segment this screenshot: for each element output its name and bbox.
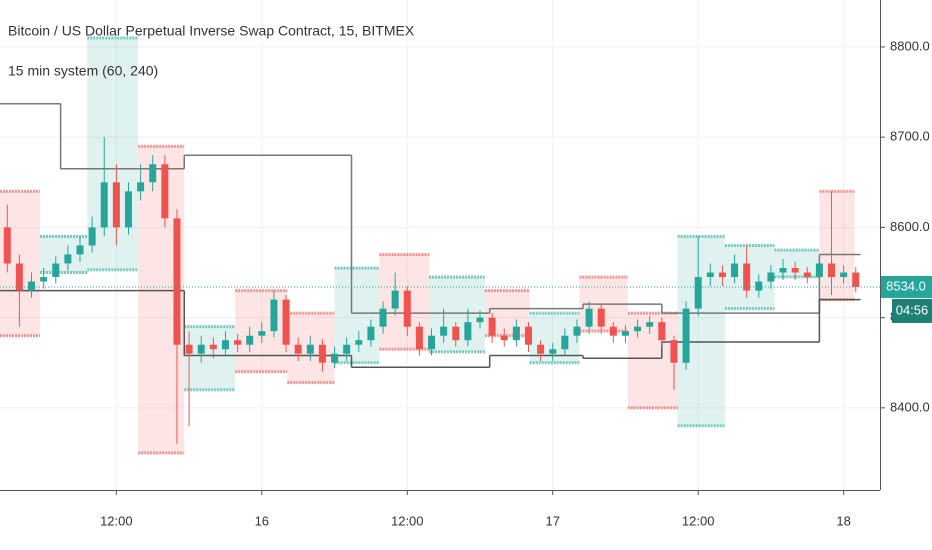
candle-body [124,191,132,228]
candle-body [15,263,23,291]
candle-body [197,344,205,354]
chart-title: Bitcoin / US Dollar Perpetual Inverse Sw… [8,23,415,39]
candle-body [112,182,120,228]
candle-body [149,164,157,183]
candle-body [537,344,545,354]
candle-body [452,326,460,341]
countdown-box [892,298,932,323]
candle-body [343,344,351,354]
candle-body [706,272,714,278]
candle-body [428,335,436,350]
candle-body [209,344,217,350]
range-box [529,313,580,363]
candle-body [646,322,654,327]
candle-body [282,299,290,345]
candle-body [221,340,229,350]
candle-body [52,263,60,278]
candle-body [137,182,145,192]
candle-body [270,299,278,332]
range-box [334,268,380,363]
range-box [819,191,855,300]
candle-body [524,326,532,345]
candle-body [682,308,690,363]
candle-body [476,317,484,323]
candle-body [718,272,726,278]
candle-body [634,326,642,332]
candle-body [246,335,254,345]
candle-body [161,164,169,219]
candle-body [306,344,314,354]
candle-body [840,272,848,278]
candle-body [234,340,242,345]
candle-body [755,281,763,291]
range-box [429,277,485,352]
x-tick-label: 12:00 [682,513,715,528]
x-tick-label: 17 [545,513,559,528]
candle-body [3,227,11,264]
candle-body [609,326,617,336]
candle-body [512,326,520,341]
range-box [184,326,236,390]
candle-body [549,349,557,354]
candle-body [331,353,339,363]
candle-body [294,344,302,354]
candle-body [621,331,629,336]
candle-body [100,182,108,228]
candle-body [403,290,411,327]
candle-body [743,263,751,291]
y-tick-label: 8700.0 [890,129,930,144]
x-tick-label: 18 [836,513,850,528]
x-tick-label: 16 [255,513,269,528]
candle-body [391,290,399,309]
candle-body [367,326,375,341]
candle-body [731,263,739,278]
candle-body [828,263,836,278]
x-tick-label: 12:00 [100,513,133,528]
candle-body [815,263,823,278]
candle-body [185,344,193,354]
candle-body [803,272,811,278]
candle-body [791,268,799,273]
candle-body [76,245,84,255]
y-tick-label: 8600.0 [890,219,930,234]
candle-body [852,272,860,287]
plot [0,0,880,490]
candle-body [88,227,96,246]
candle-body [597,308,605,327]
range-box [87,37,139,270]
last-price-label: 8534.0 [886,278,926,293]
y-tick-label: 8800.0 [890,38,930,53]
countdown-label: 04:56 [896,302,929,317]
candle-body [28,281,36,291]
candle-body [355,340,363,345]
candle-body [379,308,387,327]
candle-body [561,335,569,350]
candle-body [779,268,787,273]
candle-body [658,322,666,341]
candle-body [173,218,181,345]
last-price-box [881,275,932,298]
candle-body [767,272,775,282]
candle-body [585,308,593,327]
x-tick-label: 12:00 [391,513,424,528]
range-box [774,249,820,278]
candle-body [64,254,72,264]
y-tick-label: 8400.0 [890,399,930,414]
candle-body [415,326,423,350]
indicator-name: 15 min system (60, 240) [8,63,158,79]
candle-body [573,326,581,336]
candle-body [464,322,472,341]
candle-body [670,340,678,363]
candle-body [40,277,48,282]
candle-body [318,344,326,363]
candle-body [500,335,508,341]
candle-body [258,331,266,336]
candle-body [694,277,702,309]
candle-body [488,317,496,336]
candle-body [440,326,448,336]
